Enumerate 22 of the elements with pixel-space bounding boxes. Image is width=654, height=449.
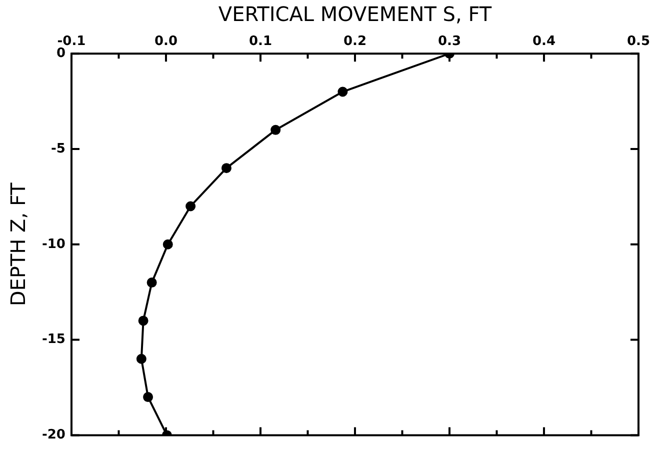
point xyxy=(136,354,146,364)
point xyxy=(138,316,148,326)
y-tick-label: 0 xyxy=(56,46,66,61)
x-tick-label: 0.3 xyxy=(438,34,461,50)
y-tick-label: -5 xyxy=(51,141,66,156)
x-tick-label: 0.4 xyxy=(532,34,556,50)
x-tick-label: 0.2 xyxy=(343,34,366,50)
point xyxy=(143,392,154,402)
y-tick-label: -10 xyxy=(42,236,66,252)
x-tick-label: 0.0 xyxy=(154,34,178,50)
x-tick-label: 0.5 xyxy=(626,34,650,50)
x-axis-title: VERTICAL MOVEMENT S, FT xyxy=(218,2,492,26)
y-tick-label: -15 xyxy=(42,332,66,348)
point xyxy=(221,163,232,174)
x-tick-label: 0.1 xyxy=(248,34,272,50)
point xyxy=(338,86,348,97)
point xyxy=(186,201,196,212)
point xyxy=(146,278,157,288)
y-tick-label: -20 xyxy=(42,428,66,443)
point xyxy=(270,124,281,135)
y-axis-title: DEPTH Z, FT xyxy=(6,182,30,306)
point xyxy=(162,239,173,250)
